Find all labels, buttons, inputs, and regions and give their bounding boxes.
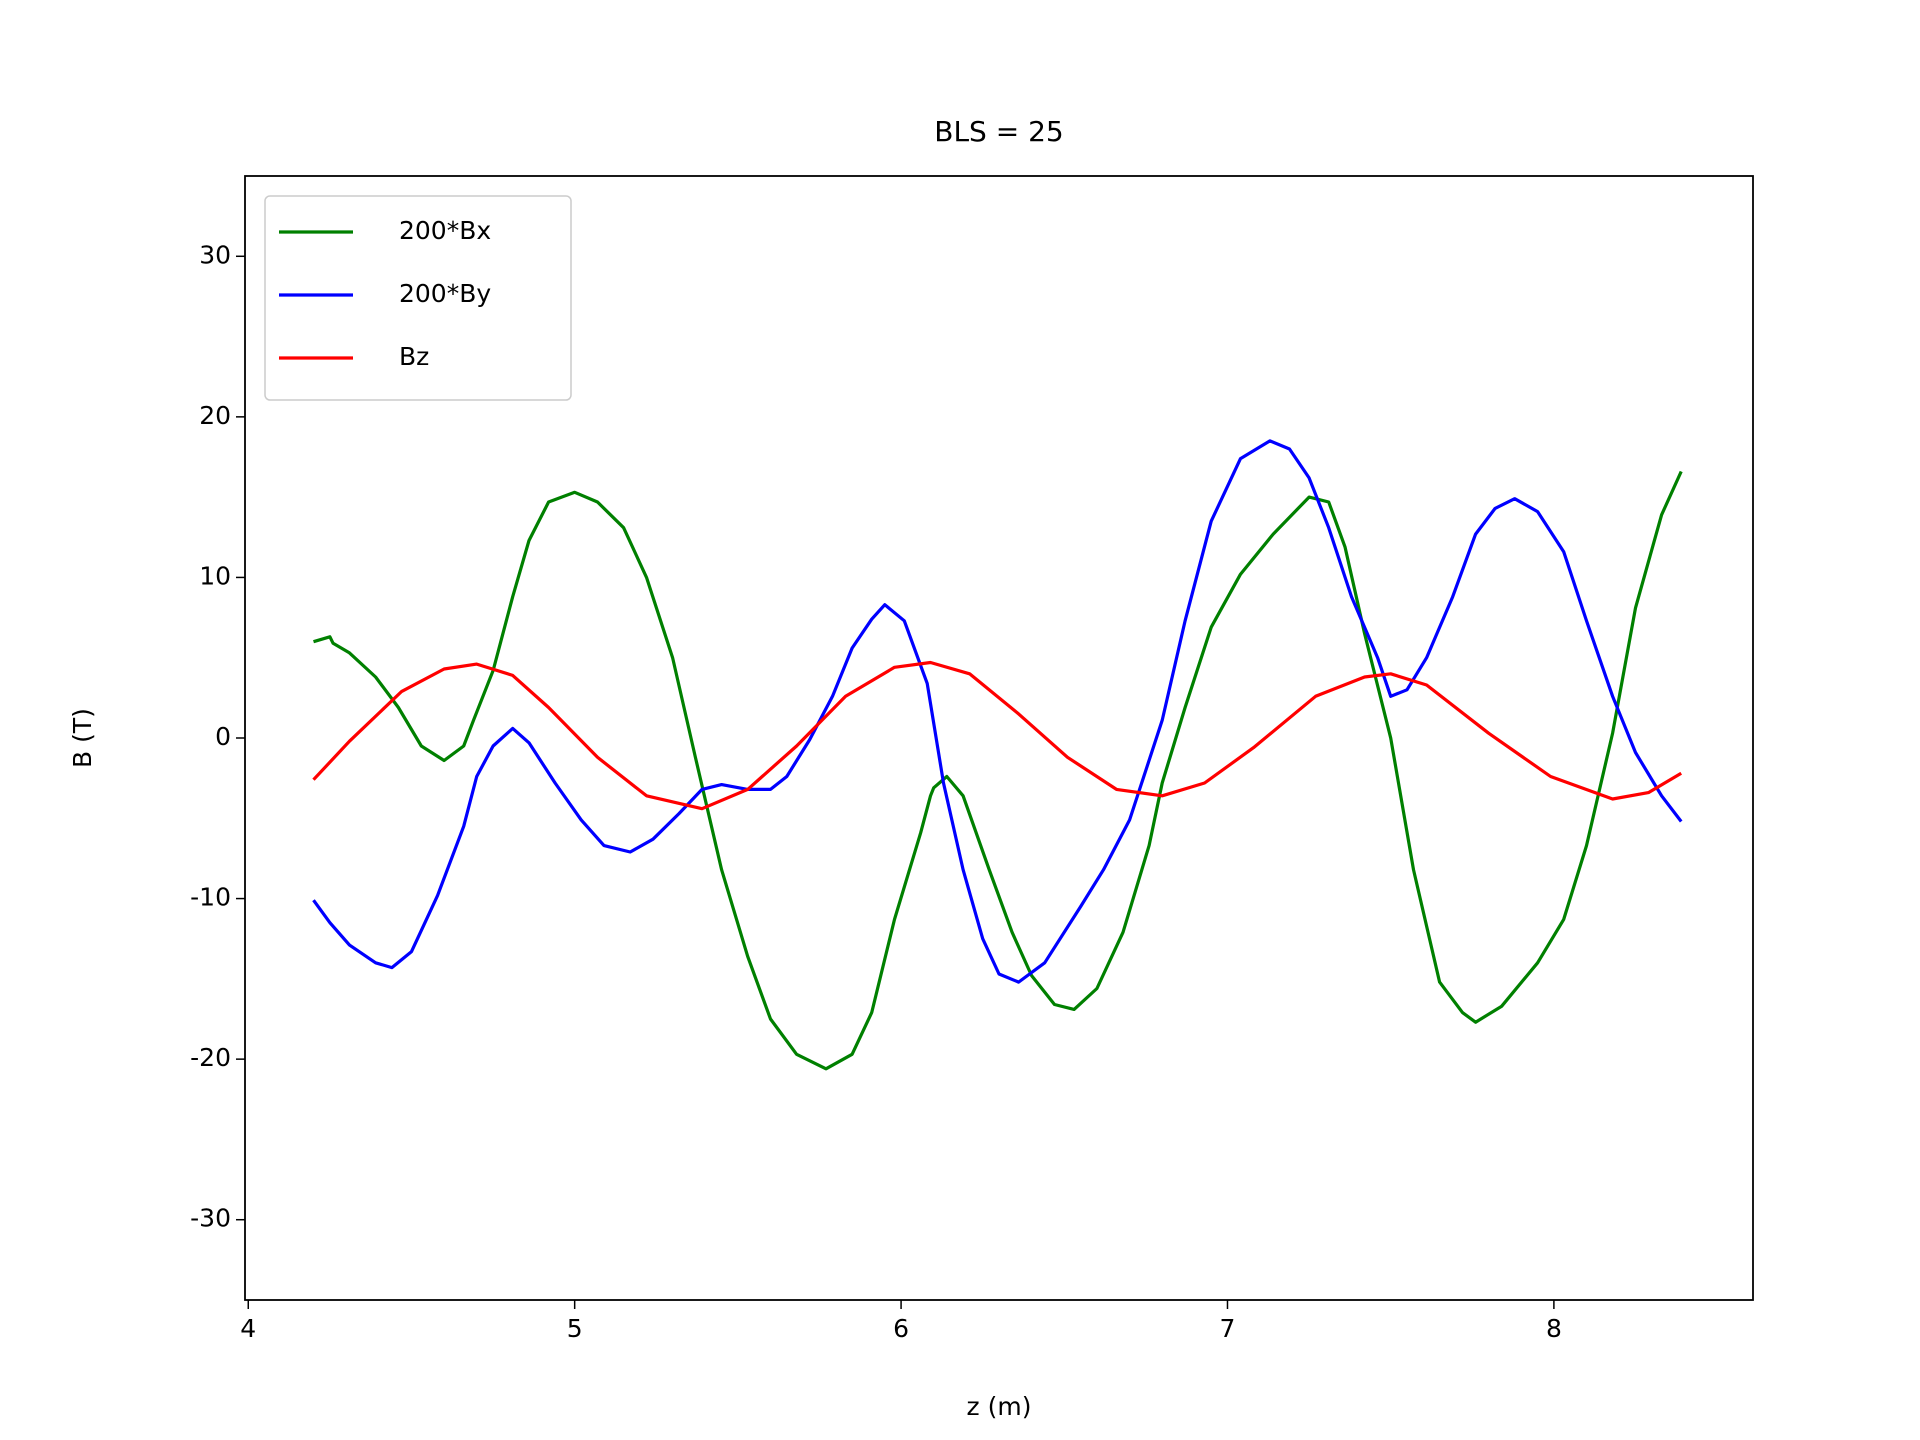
- x-axis-label: z (m): [967, 1392, 1032, 1421]
- x-tick-label: 4: [240, 1314, 256, 1343]
- y-tick-label: -20: [190, 1043, 231, 1072]
- legend-label: Bz: [399, 342, 429, 371]
- y-tick-label: 20: [199, 401, 231, 430]
- x-tick-label: 6: [893, 1314, 909, 1343]
- x-tick-label: 8: [1546, 1314, 1562, 1343]
- x-tick-label: 5: [567, 1314, 583, 1343]
- y-tick-label: 30: [199, 240, 231, 269]
- y-tick-label: -10: [190, 883, 231, 912]
- legend-box: [264, 195, 572, 401]
- y-tick-label: -30: [190, 1204, 231, 1233]
- line-series: [312, 439, 1683, 984]
- line-series: [312, 660, 1683, 811]
- x-tick-label: 7: [1220, 1314, 1236, 1343]
- legend-label: 200*Bx: [399, 216, 491, 245]
- plot-frame: [244, 175, 1754, 1301]
- legend-label: 200*By: [399, 279, 491, 308]
- chart-title: BLS = 25: [934, 115, 1063, 148]
- line-series: [313, 470, 1683, 1071]
- y-tick-label: 0: [215, 722, 231, 751]
- y-tick-label: 10: [199, 561, 231, 590]
- y-axis-label: B (T): [68, 708, 97, 768]
